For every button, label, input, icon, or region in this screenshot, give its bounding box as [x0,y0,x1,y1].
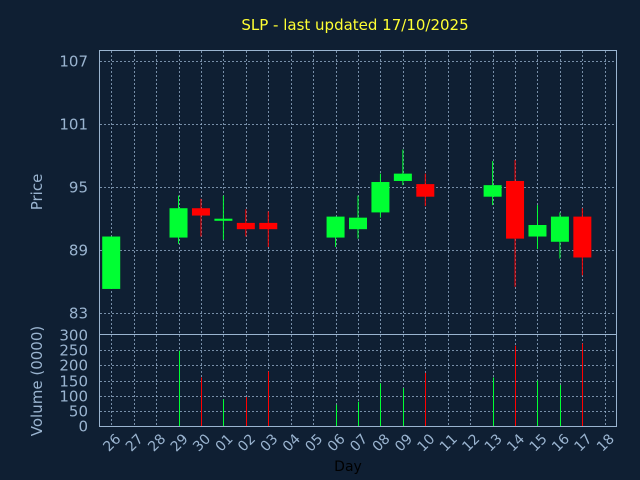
x-tick-label: 15 [527,431,551,455]
candle-body [393,173,412,181]
volume-y-tick-label: 200 [59,357,88,375]
x-tick-label: 28 [145,431,169,455]
volume-y-tick-label: 100 [59,388,88,406]
x-tick-label: 17 [572,431,596,455]
volume-bars [179,343,583,426]
price-y-tick-label: 107 [59,53,88,71]
candle-body [214,218,233,221]
x-axis-label: Day [334,459,362,475]
candle-body [573,216,592,258]
volume-y-tick-label: 50 [69,403,88,421]
volume-y-tick-label: 0 [78,418,88,436]
candle-body [326,216,345,238]
candle-body [416,184,435,197]
candle-body [102,236,121,289]
price-y-ticks: 83 89 95 101 107 [59,53,88,323]
x-tick-label: 07 [347,431,371,455]
x-tick-label: 04 [280,431,304,455]
candle-body [483,185,502,197]
x-tick-label: 01 [213,431,237,455]
volume-axis-label: Volume (0000) [28,326,46,436]
volume-frame [99,334,617,427]
x-tick-label: 29 [168,431,192,455]
x-tick-label: 11 [437,431,461,455]
candle-body [550,216,569,242]
x-tick-label: 14 [504,431,528,455]
x-tick-label: 06 [325,431,349,455]
candle-body [191,208,210,216]
x-tick-label: 12 [459,431,483,455]
price-y-tick-label: 101 [59,116,88,134]
price-grid [100,51,616,334]
price-y-tick-label: 89 [69,242,88,260]
volume-y-tick-label: 150 [59,373,88,391]
x-tick-label: 18 [594,431,618,455]
x-tick-label: 09 [392,431,416,455]
candle-body [506,180,525,239]
volume-grid [100,335,616,426]
candle-body [236,222,255,230]
candle-body [169,208,188,238]
price-axis-label: Price [28,174,46,211]
price-candles [102,149,592,289]
x-tick-label: 08 [370,431,394,455]
candle-body [349,217,367,230]
x-tick-label: 05 [302,431,326,455]
candle-body [371,182,390,213]
x-tick-label: 13 [482,431,506,455]
x-tick-label: 26 [100,431,124,455]
candle-body [528,224,547,237]
price-y-tick-label: 95 [69,179,88,197]
x-tick-label: 27 [123,431,147,455]
x-tick-label: 10 [415,431,439,455]
x-ticks: 2627282930010203040506070809101112131415… [100,431,617,455]
volume-y-tick-label: 300 [59,327,88,345]
x-tick-label: 03 [257,431,281,455]
candle-body [259,222,278,230]
volume-y-tick-label: 250 [59,342,88,360]
chart-title: SLP - last updated 17/10/2025 [241,16,468,34]
x-tick-label: 02 [235,431,259,455]
x-tick-label: 30 [190,431,214,455]
x-tick-label: 16 [549,431,573,455]
price-y-tick-label: 83 [69,305,88,323]
price-panel: 83 89 95 101 107 Price [28,50,617,335]
